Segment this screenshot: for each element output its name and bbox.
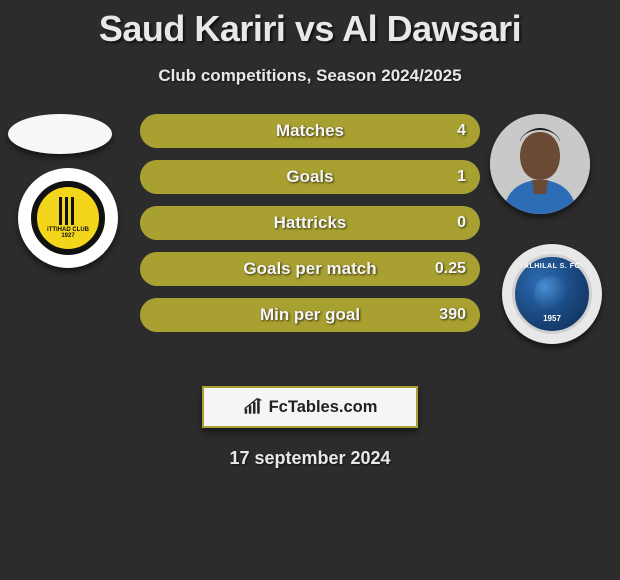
stat-row: Goals1 <box>140 160 480 194</box>
stat-value-right: 390 <box>439 298 466 332</box>
stat-value-right: 4 <box>457 114 466 148</box>
club-left-label-bottom: 1927 <box>61 233 74 239</box>
stat-value-right: 0 <box>457 206 466 240</box>
page-subtitle: Club competitions, Season 2024/2025 <box>0 66 620 86</box>
club-right-year: 1957 <box>543 314 561 323</box>
stat-label: Matches <box>140 114 480 148</box>
comparison-panel: iTTIHAD CLUB 1927 ALHILAL S. FC 1957 Mat… <box>0 114 620 374</box>
infographic-date: 17 september 2024 <box>0 448 620 469</box>
page-title: Saud Kariri vs Al Dawsari <box>0 0 620 50</box>
stat-row: Min per goal390 <box>140 298 480 332</box>
bar-chart-icon <box>243 397 263 417</box>
stat-value-right: 0.25 <box>435 252 466 286</box>
stat-rows: Matches4Goals1Hattricks0Goals per match0… <box>140 114 480 344</box>
stat-label: Min per goal <box>140 298 480 332</box>
stat-value-right: 1 <box>457 160 466 194</box>
stat-row: Goals per match0.25 <box>140 252 480 286</box>
ittihad-badge-icon: iTTIHAD CLUB 1927 <box>31 181 105 255</box>
club-right-arc-text: ALHILAL S. FC <box>524 263 580 270</box>
stat-label: Hattricks <box>140 206 480 240</box>
player-right-avatar <box>490 114 590 214</box>
stat-row: Matches4 <box>140 114 480 148</box>
player-left-avatar <box>8 114 112 154</box>
club-left-badge: iTTIHAD CLUB 1927 <box>18 168 118 268</box>
stat-label: Goals <box>140 160 480 194</box>
branding-badge: FcTables.com <box>202 386 418 428</box>
branding-text: FcTables.com <box>269 398 378 417</box>
stat-row: Hattricks0 <box>140 206 480 240</box>
club-right-badge: ALHILAL S. FC 1957 <box>502 244 602 344</box>
alhilal-badge-icon: ALHILAL S. FC 1957 <box>512 254 592 334</box>
stat-label: Goals per match <box>140 252 480 286</box>
